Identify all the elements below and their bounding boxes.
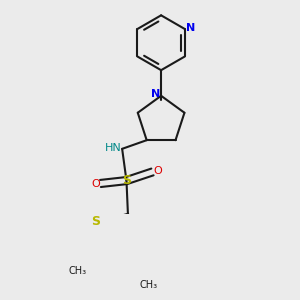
Text: N: N [186, 23, 195, 33]
Text: O: O [153, 166, 162, 176]
Text: CH₃: CH₃ [139, 280, 157, 290]
Text: S: S [91, 214, 100, 228]
Text: N: N [151, 89, 160, 99]
Text: HN: HN [105, 143, 122, 153]
Text: CH₃: CH₃ [69, 266, 87, 276]
Text: S: S [122, 174, 131, 187]
Text: O: O [91, 179, 100, 189]
